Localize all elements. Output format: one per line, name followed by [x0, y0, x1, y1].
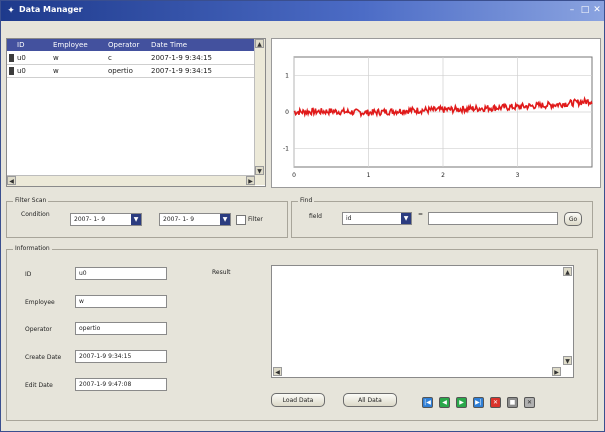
x-tick-label: 1	[367, 172, 371, 179]
scroll-down-icon[interactable]: ▼	[563, 356, 572, 365]
id-field[interactable]: u0	[75, 267, 167, 280]
y-tick-label: 1	[285, 72, 289, 79]
filter-checkbox-label: Filter	[248, 216, 263, 223]
operator-label: Operator	[25, 326, 52, 333]
x-tick-label: 2	[441, 172, 445, 179]
scroll-right-icon[interactable]: ▶	[552, 367, 561, 376]
row-marker	[9, 54, 14, 62]
scroll-up-icon[interactable]: ▲	[563, 267, 572, 276]
minimize-icon[interactable]: –	[569, 5, 575, 15]
table-cell: w	[53, 54, 59, 62]
scroll-up-icon[interactable]: ▲	[255, 39, 264, 48]
scroll-left-icon[interactable]: ◀	[7, 176, 16, 185]
table-cell: 2007-1-9 9:34:15	[151, 67, 212, 75]
filter-group-label: Filter Scan	[13, 197, 49, 204]
chart-svg: 0 1 2 3 1 0 -1	[283, 56, 593, 179]
chevron-down-icon[interactable]: ▼	[401, 213, 411, 224]
y-tick-label: -1	[283, 146, 289, 153]
x-tick-label: 0	[292, 172, 296, 179]
result-label: Result	[212, 269, 231, 276]
table-cell: 2007-1-9 9:34:15	[151, 54, 212, 62]
filter-group: Filter Scan Condition 2007- 1- 9 ▼ 2007-…	[6, 197, 288, 238]
next-record-icon[interactable]: ▶	[456, 397, 467, 408]
information-group: Information	[6, 245, 598, 421]
condition-label: Condition	[21, 211, 50, 218]
find-group: Find field id ▼ = Go	[291, 197, 593, 238]
title-bar: ✦ Data Manager – □ ✕	[1, 1, 604, 21]
column-header[interactable]: Operator	[108, 41, 140, 49]
app-icon: ✦	[7, 6, 15, 16]
grid-horizontal-scrollbar[interactable]: ◀ ▶	[7, 175, 255, 186]
close-record-icon[interactable]: ✕	[524, 397, 535, 408]
create-date-label: Create Date	[25, 354, 62, 361]
previous-record-icon[interactable]: ◀	[439, 397, 450, 408]
all-data-button[interactable]: All Data	[343, 393, 397, 407]
grid-vertical-scrollbar[interactable]: ▲ ▼	[254, 39, 265, 185]
employee-field[interactable]: w	[75, 295, 167, 308]
x-tick-label: 3	[516, 172, 520, 179]
find-group-label: Find	[298, 197, 315, 204]
table-cell: c	[108, 54, 112, 62]
table-cell: opertio	[108, 67, 133, 75]
operator-field[interactable]: opertio	[75, 322, 167, 335]
first-record-icon[interactable]: |◀	[422, 397, 433, 408]
save-record-icon[interactable]: ■	[507, 397, 518, 408]
chevron-down-icon[interactable]: ▼	[131, 214, 141, 225]
column-header[interactable]: ID	[17, 41, 25, 49]
table-row[interactable]: u0 w c 2007-1-9 9:34:15	[7, 52, 255, 65]
close-icon[interactable]: ✕	[593, 5, 601, 15]
result-textarea[interactable]: ▲ ▼ ◀ ▶	[271, 265, 574, 378]
find-field-label: field	[309, 213, 322, 220]
grid-header: ID Employee Operator Date Time	[7, 39, 255, 51]
window-title: Data Manager	[19, 5, 83, 14]
information-group-label: Information	[13, 245, 52, 252]
scroll-right-icon[interactable]: ▶	[246, 176, 255, 185]
table-cell: w	[53, 67, 59, 75]
load-data-button[interactable]: Load Data	[271, 393, 325, 407]
signal-chart: 0 1 2 3 1 0 -1	[271, 38, 601, 188]
filter-checkbox[interactable]	[236, 215, 246, 225]
find-value-input[interactable]	[428, 212, 558, 225]
table-cell: u0	[17, 67, 26, 75]
column-header[interactable]: Date Time	[151, 41, 188, 49]
employee-label: Employee	[25, 299, 55, 306]
date-from-picker[interactable]: 2007- 1- 9 ▼	[70, 213, 142, 226]
signal-series-line	[293, 95, 593, 119]
column-header[interactable]: Employee	[53, 41, 88, 49]
table-row[interactable]: u0 w opertio 2007-1-9 9:34:15	[7, 65, 255, 78]
chevron-down-icon[interactable]: ▼	[220, 214, 230, 225]
create-date-field[interactable]: 2007-1-9 9:34:15	[75, 350, 167, 363]
date-to-value: 2007- 1- 9	[163, 216, 195, 223]
last-record-icon[interactable]: ▶|	[473, 397, 484, 408]
maximize-icon[interactable]: □	[580, 5, 590, 15]
find-field-select[interactable]: id ▼	[342, 212, 412, 225]
find-field-value: id	[346, 215, 352, 222]
find-go-button[interactable]: Go	[564, 212, 582, 226]
date-from-value: 2007- 1- 9	[74, 216, 106, 223]
row-marker	[9, 67, 14, 75]
records-grid[interactable]: ID Employee Operator Date Time u0 w c 20…	[6, 38, 266, 187]
scroll-left-icon[interactable]: ◀	[273, 367, 282, 376]
table-cell: u0	[17, 54, 26, 62]
equals-label: =	[418, 211, 424, 218]
delete-record-icon[interactable]: ✕	[490, 397, 501, 408]
edit-date-label: Edit Date	[25, 382, 53, 389]
edit-date-field[interactable]: 2007-1-9 9:47:08	[75, 378, 167, 391]
scroll-down-icon[interactable]: ▼	[255, 166, 264, 175]
y-tick-label: 0	[285, 109, 289, 116]
date-to-picker[interactable]: 2007- 1- 9 ▼	[159, 213, 231, 226]
id-label: ID	[25, 271, 32, 278]
